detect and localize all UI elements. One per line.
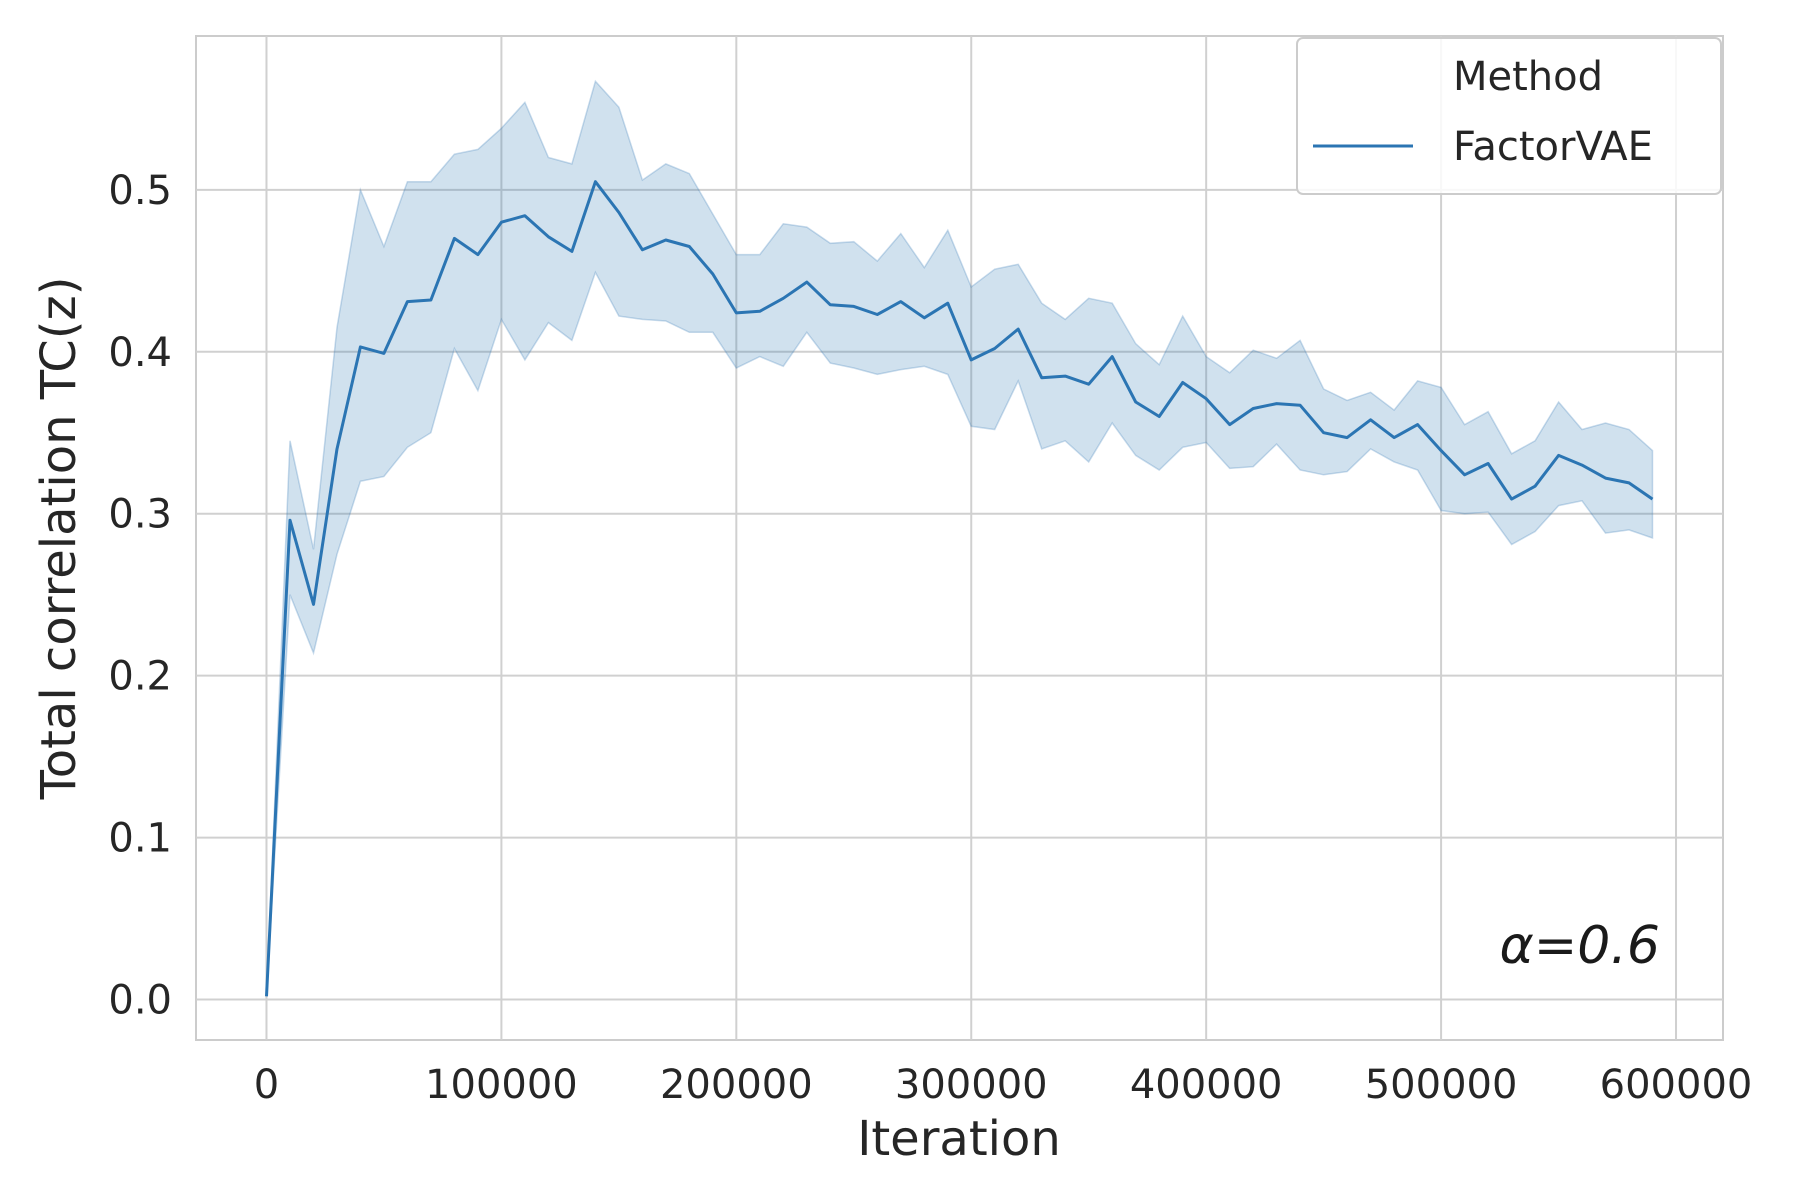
x-tick-label: 0 bbox=[254, 1062, 279, 1108]
y-tick-label: 0.2 bbox=[108, 654, 172, 700]
confidence-band-area bbox=[265, 79, 1654, 997]
y-axis-ticks: 0.0 0.1 0.2 0.3 0.4 0.5 bbox=[108, 168, 172, 1024]
x-axis-label: Iteration bbox=[857, 1111, 1061, 1167]
legend-title: Method bbox=[1453, 54, 1603, 100]
series-line-factorvae bbox=[265, 180, 1654, 997]
y-tick-label: 0.0 bbox=[108, 978, 172, 1024]
plot-frame bbox=[195, 35, 1724, 1041]
y-axis-label: Total correlation TC(z) bbox=[31, 277, 87, 801]
legend: Method FactorVAE bbox=[1296, 37, 1722, 195]
x-axis-ticks: 0 100000 200000 300000 400000 500000 600000 bbox=[254, 1062, 1753, 1108]
confidence-band bbox=[265, 79, 1654, 997]
alpha-annotation: α=0.6 bbox=[1499, 916, 1660, 976]
legend-entry-factorvae: FactorVAE bbox=[1453, 124, 1653, 170]
x-tick-label: 300000 bbox=[895, 1062, 1048, 1108]
x-tick-label: 100000 bbox=[425, 1062, 578, 1108]
y-tick-label: 0.1 bbox=[108, 816, 172, 862]
y-tick-label: 0.5 bbox=[108, 168, 172, 214]
x-tick-label: 600000 bbox=[1600, 1062, 1753, 1108]
x-tick-label: 500000 bbox=[1365, 1062, 1518, 1108]
plot-area bbox=[195, 35, 1724, 1041]
y-tick-label: 0.3 bbox=[108, 492, 172, 538]
legend-box bbox=[1296, 37, 1722, 195]
x-tick-label: 200000 bbox=[660, 1062, 813, 1108]
grid bbox=[196, 36, 1723, 1040]
series-line bbox=[265, 180, 1654, 997]
x-tick-label: 400000 bbox=[1130, 1062, 1283, 1108]
y-tick-label: 0.4 bbox=[108, 330, 172, 376]
